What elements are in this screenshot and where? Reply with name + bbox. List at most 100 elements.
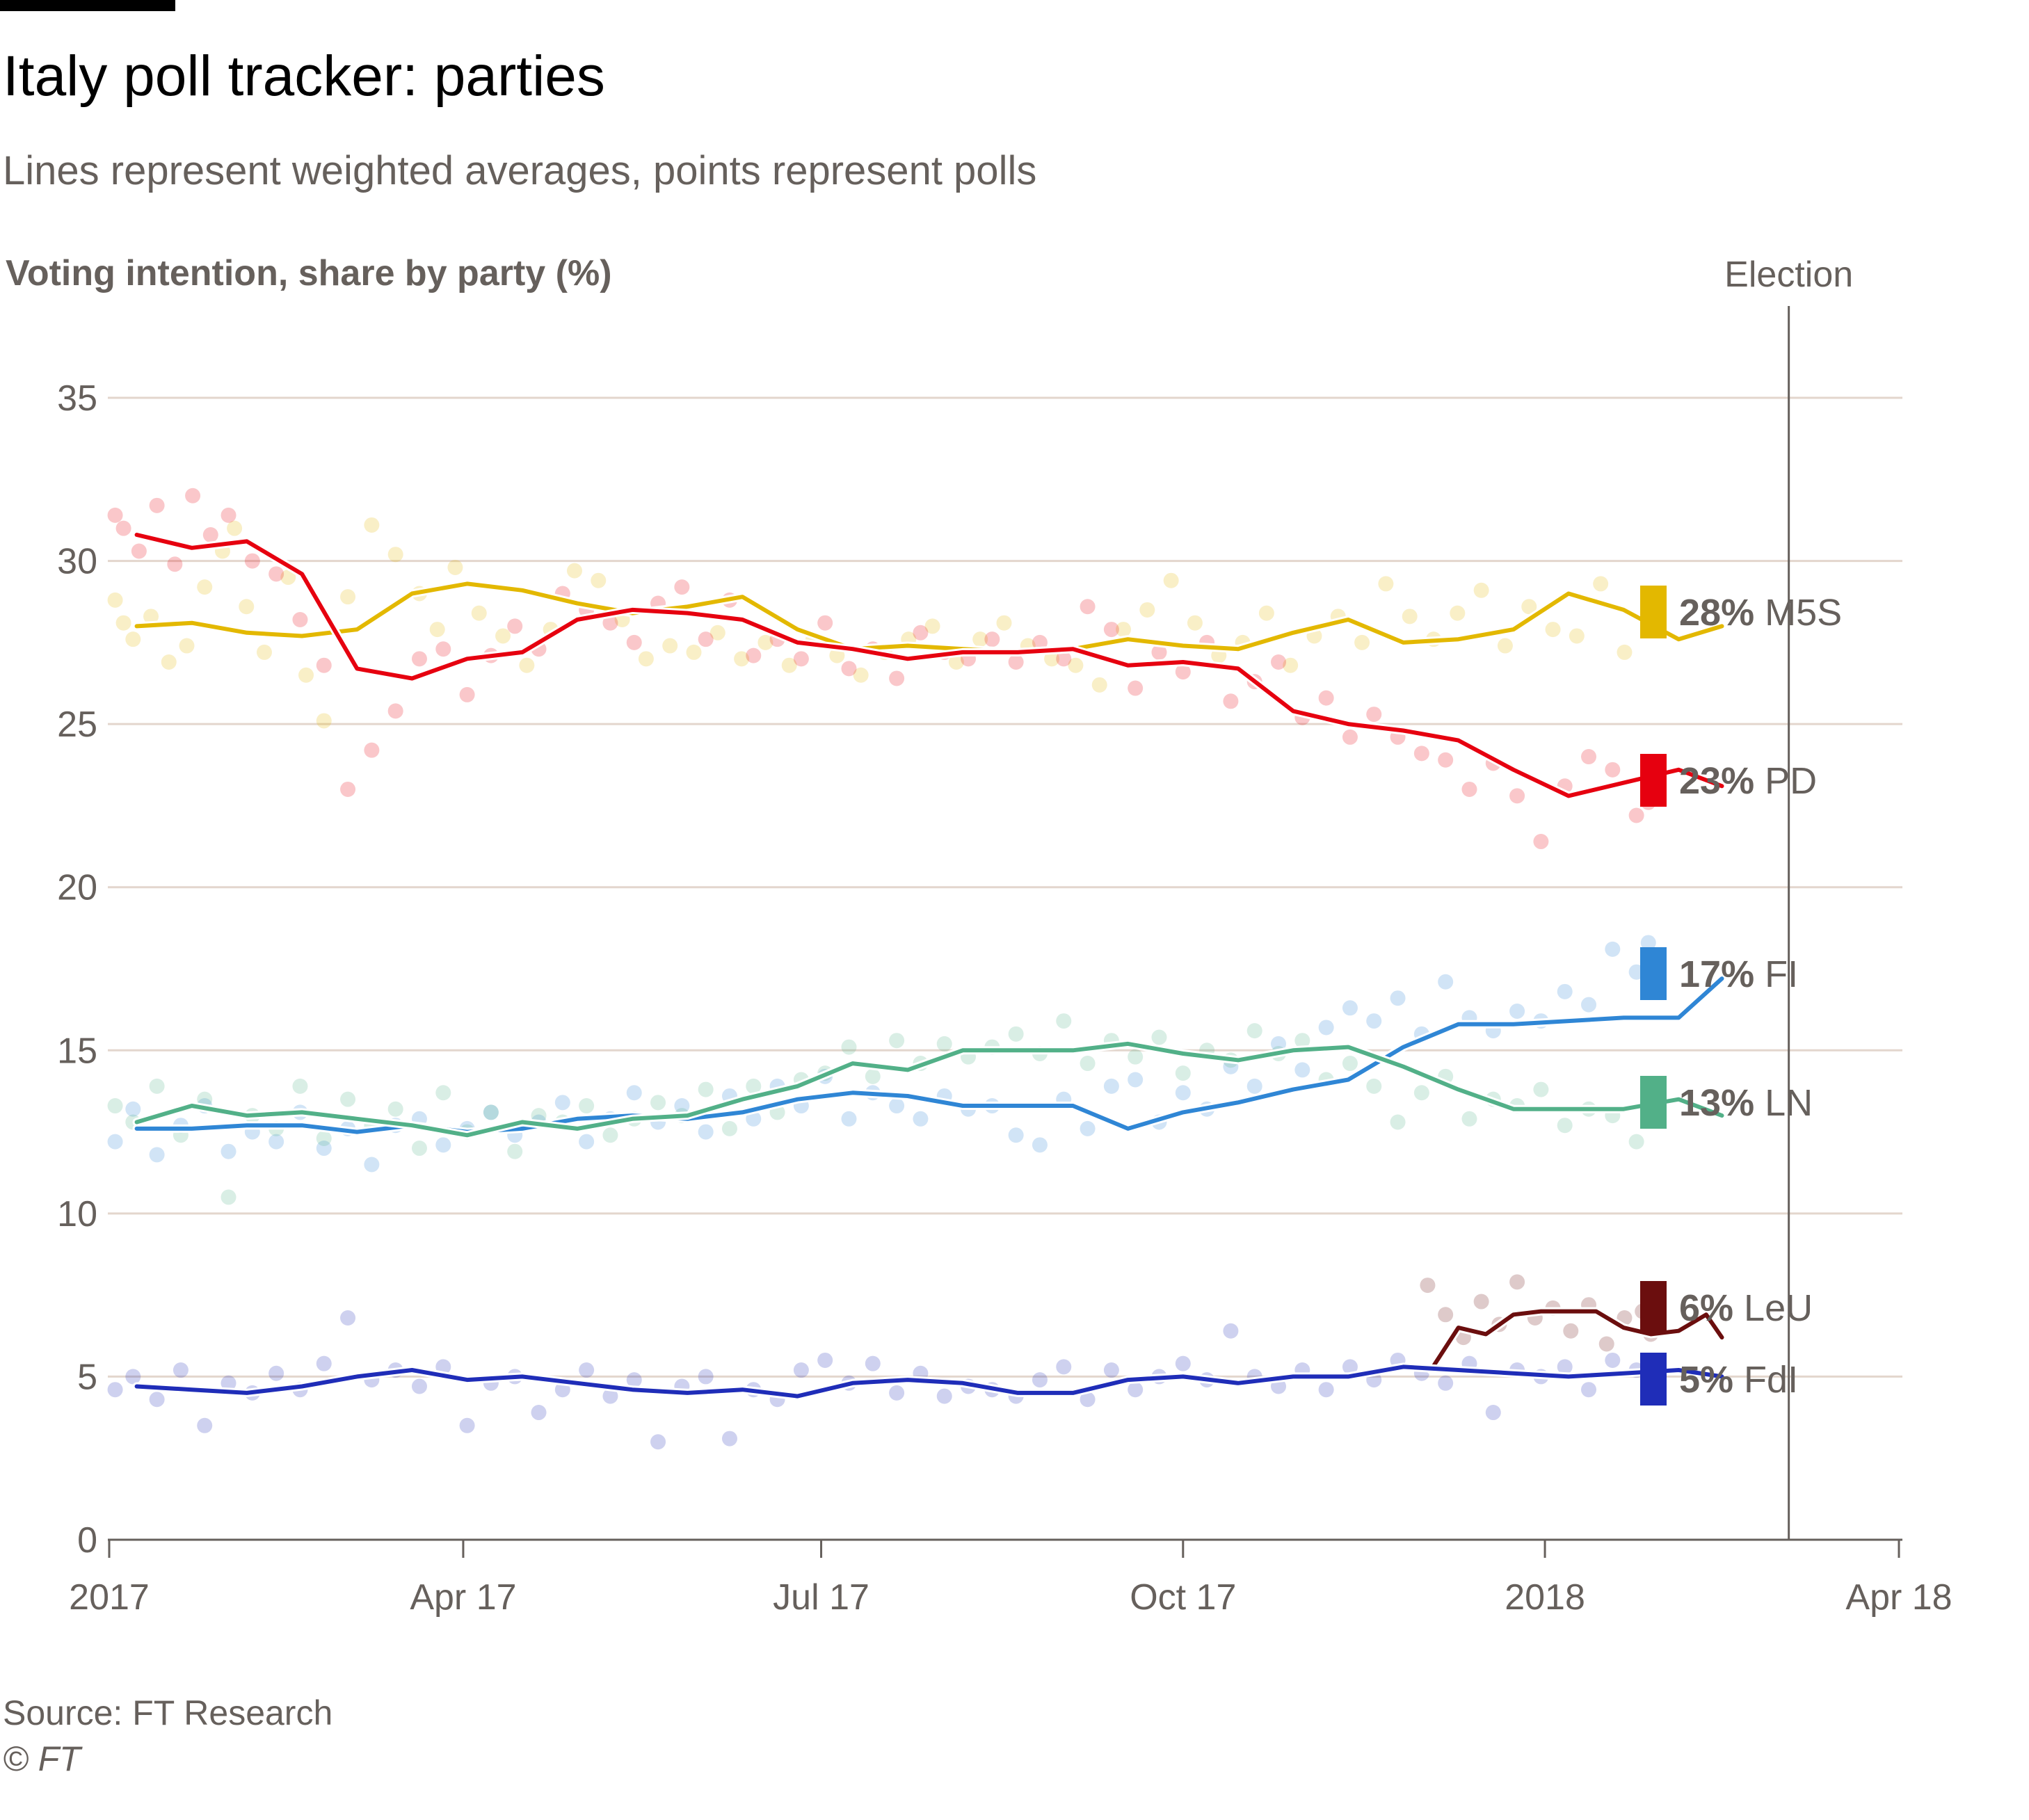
end-label-pct-fi: 17% (1679, 953, 1754, 995)
poll-point-m5s (227, 520, 243, 536)
poll-point-pd (1413, 746, 1429, 762)
poll-point-m5s (1116, 622, 1132, 638)
poll-point-fi (841, 1111, 857, 1127)
poll-point-pd (244, 553, 260, 569)
poll-point-m5s (1569, 628, 1585, 644)
poll-point-ln (1628, 1134, 1644, 1150)
poll-point-pd (268, 566, 284, 582)
poll-point-m5s (1044, 651, 1060, 667)
poll-point-fi (1032, 1137, 1048, 1153)
poll-point-ln (316, 1130, 332, 1146)
poll-point-fi (1080, 1120, 1096, 1136)
poll-point-ln (1080, 1056, 1096, 1072)
poll-point-pd (698, 631, 714, 647)
poll-point-pd (889, 670, 905, 686)
poll-point-m5s (519, 657, 535, 673)
poll-point-fdi (149, 1392, 165, 1408)
poll-point-ln (579, 1098, 595, 1114)
poll-point-ln (411, 1141, 427, 1157)
poll-point-fi (1103, 1078, 1119, 1094)
poll-point-m5s (662, 638, 678, 654)
poll-point-m5s (1354, 634, 1370, 650)
poll-point-pd (1151, 644, 1167, 660)
poll-point-fdi (579, 1362, 595, 1378)
poll-point-fi (1128, 1072, 1144, 1088)
poll-point-pd (115, 520, 131, 536)
end-label-m5s: 28% M5S (1679, 592, 1842, 634)
poll-point-ln (841, 1039, 857, 1055)
end-label-name-fi: FI (1754, 953, 1798, 995)
poll-point-fdi (220, 1375, 236, 1391)
poll-point-pd (1605, 762, 1621, 778)
y-tick-label-15: 15 (57, 1031, 97, 1071)
end-label-fi: 17% FI (1679, 953, 1798, 995)
poll-point-m5s (924, 618, 940, 634)
poll-point-fdi (1128, 1382, 1144, 1398)
poll-point-m5s (256, 644, 272, 660)
poll-point-pd (167, 556, 183, 572)
x-tick-label-1: Apr 17 (410, 1577, 516, 1618)
poll-point-pd (1128, 680, 1144, 696)
end-label-pct-ln: 13% (1679, 1082, 1754, 1124)
x-tick-label-0: 2017 (69, 1577, 150, 1618)
poll-point-ln (1246, 1023, 1262, 1039)
poll-point-m5s (566, 563, 582, 579)
poll-point-fi (913, 1111, 929, 1127)
poll-point-pd (202, 527, 218, 543)
poll-point-leu (1598, 1336, 1614, 1352)
poll-point-fdi (1485, 1405, 1501, 1421)
poll-point-ln (1342, 1056, 1358, 1072)
average-lines (132, 531, 1726, 1401)
poll-point-pd (1342, 729, 1358, 745)
poll-point-fdi (459, 1417, 475, 1433)
poll-point-fdi (1223, 1323, 1239, 1339)
poll-point-ln (1128, 1049, 1144, 1065)
poll-point-pd (1509, 788, 1525, 804)
poll-point-m5s (734, 651, 750, 667)
poll-point-fi (220, 1143, 236, 1159)
poll-point-fdi (817, 1352, 833, 1368)
source-note: Source: FT Research (3, 1693, 333, 1732)
average-line-fdi (134, 1364, 1724, 1399)
poll-point-fi (364, 1157, 380, 1173)
poll-point-fi (107, 1134, 123, 1150)
poll-point-pd (459, 686, 475, 702)
poll-point-fi (1509, 1003, 1525, 1019)
poll-point-fi (889, 1098, 905, 1114)
poll-point-fi (268, 1134, 284, 1150)
poll-point-fi (1271, 1036, 1287, 1052)
poll-point-ln (936, 1036, 952, 1052)
legend-swatch-fdi (1640, 1353, 1667, 1406)
average-line-m5s (134, 581, 1724, 654)
poll-point-pd (1628, 807, 1644, 823)
poll-point-pd (387, 703, 403, 719)
y-tick-label-25: 25 (57, 704, 97, 745)
chart-title: Italy poll tracker: parties (3, 45, 605, 108)
poll-point-ln (149, 1078, 165, 1094)
poll-point-m5s (781, 657, 797, 673)
poll-point-pd (1175, 664, 1191, 680)
x-tick-label-5: Apr 18 (1845, 1577, 1952, 1618)
poll-point-fi (1342, 1000, 1358, 1016)
poll-point-pd (674, 579, 690, 595)
poll-point-ln (483, 1104, 499, 1120)
poll-point-leu (1563, 1323, 1579, 1339)
poll-point-pd (1056, 651, 1072, 667)
poll-point-ln (602, 1127, 618, 1143)
poll-point-fi (483, 1104, 499, 1120)
poll-point-fdi (268, 1365, 284, 1381)
poll-point-ln (1533, 1081, 1549, 1097)
end-label-name-fdi: FdI (1733, 1359, 1798, 1401)
end-label-fdi: 5% FdI (1679, 1359, 1798, 1401)
poll-point-ln (1175, 1065, 1191, 1081)
poll-point-fdi (1438, 1375, 1454, 1391)
election-marker: Election (1724, 255, 1853, 1540)
poll-point-m5s (1545, 622, 1561, 638)
poll-point-m5s (298, 667, 314, 683)
poll-point-fi (1294, 1062, 1310, 1078)
poll-point-m5s (495, 628, 511, 644)
poll-point-pd (1008, 654, 1024, 670)
poll-point-pd (316, 657, 332, 673)
poll-point-pd (220, 507, 236, 523)
poll-point-fi (149, 1147, 165, 1163)
